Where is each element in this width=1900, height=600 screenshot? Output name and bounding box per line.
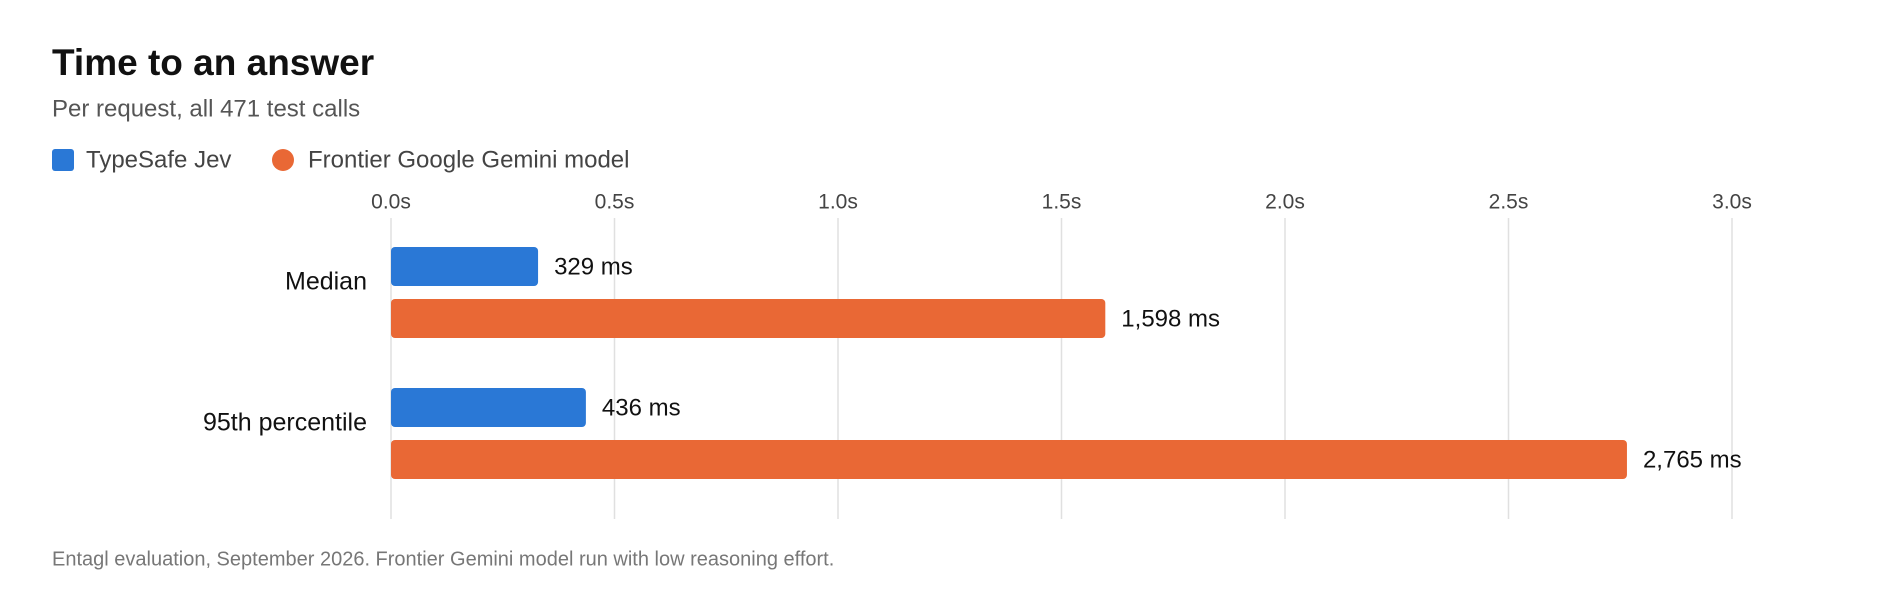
chart-title: Time to an answer (52, 42, 374, 83)
x-tick-label: 1.0s (818, 191, 858, 214)
data-label: 1,598 ms (1121, 305, 1220, 332)
x-tick-label: 0.0s (371, 191, 411, 214)
legend-swatch (52, 149, 74, 171)
chart-subtitle: Per request, all 471 test calls (52, 95, 360, 122)
data-label: 329 ms (554, 253, 633, 280)
bar (391, 388, 586, 427)
bar (391, 440, 1627, 479)
legend-label: TypeSafe Jev (86, 146, 231, 173)
x-tick-label: 0.5s (595, 191, 635, 214)
legend-swatch (272, 149, 294, 171)
y-tick-label: Median (285, 268, 367, 296)
data-label: 2,765 ms (1643, 446, 1742, 473)
legend-label: Frontier Google Gemini model (308, 146, 629, 173)
x-tick-label: 1.5s (1042, 191, 1082, 214)
bar (391, 247, 539, 286)
y-tick-label: 95th percentile (203, 409, 367, 437)
bar (391, 299, 1106, 338)
data-label: 436 ms (602, 394, 681, 421)
x-tick-label: 2.5s (1489, 191, 1529, 214)
footnote: Entagl evaluation, September 2026. Front… (52, 548, 834, 570)
x-tick-label: 2.0s (1265, 191, 1305, 214)
x-tick-label: 3.0s (1712, 191, 1752, 214)
